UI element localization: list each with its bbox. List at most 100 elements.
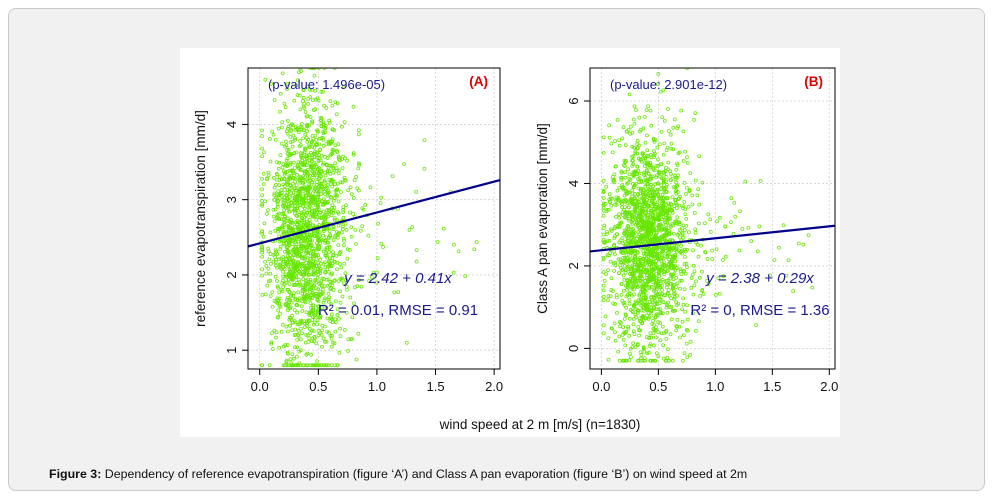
data-point xyxy=(645,182,650,187)
data-point xyxy=(684,217,689,221)
data-point xyxy=(671,286,675,291)
data-point xyxy=(627,211,632,216)
data-point xyxy=(621,198,626,203)
data-point xyxy=(607,253,611,258)
data-point xyxy=(260,229,264,234)
data-point xyxy=(708,217,713,222)
data-point xyxy=(301,261,306,266)
data-point xyxy=(654,229,659,234)
data-point xyxy=(662,272,667,276)
data-point xyxy=(333,100,338,105)
data-point xyxy=(635,201,639,206)
data-point xyxy=(313,363,317,368)
data-point xyxy=(643,300,647,304)
data-point xyxy=(323,265,328,270)
data-point xyxy=(642,346,646,350)
data-point xyxy=(693,230,698,235)
data-point xyxy=(322,103,326,108)
data-point xyxy=(616,257,621,262)
data-point xyxy=(613,139,617,143)
data-point xyxy=(681,159,686,163)
data-point xyxy=(633,201,637,206)
data-point xyxy=(296,328,301,333)
data-point xyxy=(615,188,620,193)
data-point xyxy=(319,153,324,158)
data-point xyxy=(279,329,284,334)
data-point xyxy=(656,251,661,256)
data-point xyxy=(313,271,317,275)
data-point xyxy=(715,219,719,224)
data-point xyxy=(601,298,606,303)
data-point xyxy=(636,298,641,302)
data-point xyxy=(410,225,415,229)
data-point xyxy=(268,261,273,266)
data-point xyxy=(655,205,660,210)
data-point xyxy=(307,218,312,222)
data-point xyxy=(643,140,648,145)
data-point xyxy=(333,259,337,264)
data-point xyxy=(306,233,311,237)
data-point xyxy=(613,260,617,265)
data-point xyxy=(296,227,301,232)
data-point xyxy=(607,192,612,196)
data-point xyxy=(269,82,274,86)
data-point xyxy=(348,210,352,215)
data-point xyxy=(626,190,630,195)
data-point xyxy=(650,209,654,213)
data-point xyxy=(305,139,310,144)
data-point xyxy=(307,225,311,229)
data-point xyxy=(667,248,672,252)
data-point xyxy=(303,132,308,137)
data-point xyxy=(293,240,298,244)
data-point xyxy=(308,213,313,218)
data-point xyxy=(777,245,781,250)
data-point xyxy=(284,262,289,267)
data-point xyxy=(335,363,340,368)
data-point xyxy=(282,188,287,192)
data-point xyxy=(643,157,648,161)
data-point xyxy=(637,261,642,266)
data-point xyxy=(665,196,670,200)
data-point xyxy=(304,278,309,283)
data-point xyxy=(279,238,283,243)
data-point xyxy=(310,159,314,164)
data-point xyxy=(330,103,335,108)
data-point xyxy=(634,263,639,268)
data-point xyxy=(674,191,679,196)
data-point xyxy=(308,301,313,305)
data-point xyxy=(330,203,335,208)
data-point xyxy=(306,340,311,344)
data-point xyxy=(620,170,624,175)
data-point xyxy=(278,226,282,231)
data-point xyxy=(285,156,290,161)
data-point xyxy=(632,292,636,297)
data-point xyxy=(320,276,325,281)
data-point xyxy=(628,277,633,281)
data-point xyxy=(317,234,322,238)
data-point xyxy=(312,320,317,325)
data-point xyxy=(604,272,608,276)
data-point xyxy=(601,255,606,260)
data-point xyxy=(276,189,280,193)
data-point xyxy=(327,169,332,173)
data-point xyxy=(314,164,319,169)
data-point xyxy=(287,225,292,230)
data-point xyxy=(278,153,283,157)
data-point xyxy=(682,333,686,338)
data-point xyxy=(316,267,320,271)
data-point xyxy=(675,175,680,180)
data-point xyxy=(674,245,679,250)
data-point xyxy=(274,330,279,335)
data-point xyxy=(623,160,628,164)
data-point xyxy=(296,78,300,83)
data-point xyxy=(323,260,327,265)
data-point xyxy=(634,269,638,274)
data-point xyxy=(327,250,331,254)
data-point xyxy=(310,68,315,70)
data-point xyxy=(635,146,640,151)
data-point xyxy=(661,178,666,183)
data-point xyxy=(631,154,636,159)
data-point xyxy=(631,117,636,122)
data-point xyxy=(632,121,637,126)
data-point xyxy=(291,283,296,287)
